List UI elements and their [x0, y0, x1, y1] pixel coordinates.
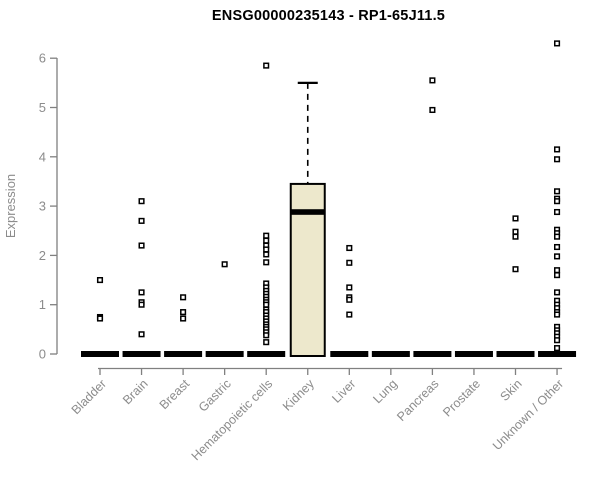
collapsed-box: [496, 351, 535, 357]
outlier-point: [96, 277, 104, 284]
x-tick-label: Hematopoietic cells: [189, 377, 276, 464]
outlier-point: [263, 232, 270, 239]
y-tick-label: 3: [39, 199, 46, 214]
outlier-point: [554, 345, 561, 352]
y-tick-label: 1: [39, 297, 46, 312]
x-tick-label: Skin: [498, 377, 525, 404]
chart-title: ENSG00000235143 - RP1-65J11.5: [211, 8, 446, 24]
collapsed-box: [454, 351, 493, 357]
outlier-point: [221, 261, 228, 268]
outlier-point: [554, 233, 561, 240]
outlier-point: [263, 237, 270, 244]
outlier-point: [263, 332, 270, 339]
collapsed-box: [164, 351, 203, 357]
x-tick-label: Kidney: [280, 376, 317, 413]
outlier-point: [180, 315, 187, 322]
outlier-point: [96, 315, 104, 322]
outlier-point: [512, 233, 519, 240]
y-tick-label: 6: [39, 51, 46, 66]
outlier-point: [263, 251, 270, 258]
outlier-point: [554, 289, 561, 296]
y-tick-label: 4: [39, 149, 46, 164]
outlier-point: [138, 217, 145, 224]
x-tick-label: Bladder: [69, 377, 109, 417]
outlier-point: [554, 146, 561, 153]
outlier-point: [554, 253, 561, 260]
collapsed-box: [247, 351, 286, 357]
outlier-point: [554, 272, 561, 279]
outlier-point: [554, 267, 561, 274]
outlier-point: [554, 311, 561, 318]
outlier-point: [429, 106, 436, 114]
outlier-point: [512, 215, 519, 222]
x-tick-label: Liver: [329, 377, 358, 406]
outlier-point: [263, 259, 270, 266]
outlier-point: [263, 246, 270, 253]
outlier-point: [512, 228, 519, 235]
outlier-point: [263, 339, 270, 346]
x-tick-label: Pancreas: [394, 377, 441, 424]
collapsed-box: [122, 351, 161, 357]
x-tick-label: Lung: [370, 377, 400, 407]
collapsed-box: [330, 351, 369, 357]
outlier-point: [263, 62, 270, 69]
median-line: [290, 209, 325, 215]
outlier-point: [346, 311, 353, 318]
outlier-point: [554, 156, 561, 163]
collapsed-box: [205, 351, 244, 357]
outlier-point: [554, 337, 561, 344]
outlier-point: [346, 259, 353, 266]
collapsed-box: [413, 351, 452, 357]
y-tick-label: 2: [39, 248, 46, 263]
outlier-point: [138, 301, 145, 308]
outlier-point: [554, 208, 561, 216]
y-axis-title: Expression: [3, 174, 18, 238]
outlier-point: [554, 40, 561, 47]
y-tick-label: 0: [39, 347, 46, 362]
outlier-point: [138, 289, 145, 296]
outlier-point: [180, 294, 187, 301]
outlier-point: [138, 242, 145, 249]
x-tick-label: Brain: [120, 377, 151, 408]
collapsed-box: [81, 351, 119, 357]
outlier-point: [346, 244, 353, 252]
x-tick-label: Breast: [157, 376, 193, 412]
outlier-point: [346, 296, 353, 303]
y-tick-label: 5: [39, 100, 46, 115]
outlier-point: [512, 266, 519, 273]
outlier-point: [180, 309, 187, 316]
outlier-point: [554, 198, 561, 205]
collapsed-box: [371, 351, 410, 357]
outlier-point: [554, 188, 561, 195]
outlier-point: [138, 331, 145, 338]
outlier-point: [554, 243, 561, 251]
outlier-point: [346, 284, 353, 291]
x-tick-label: Gastric: [196, 377, 234, 415]
outlier-point: [263, 301, 270, 308]
outlier-point: [138, 198, 145, 205]
x-tick-label: Unknown / Other: [490, 377, 566, 453]
x-tick-label: Prostate: [440, 377, 483, 420]
outlier-point: [429, 77, 436, 84]
collapsed-box: [538, 351, 577, 357]
